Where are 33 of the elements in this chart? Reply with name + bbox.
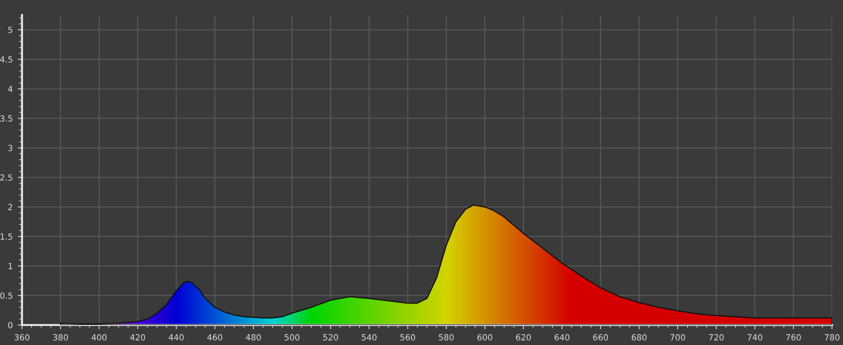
x-tick-label: 520	[323, 334, 338, 340]
y-tick-label: 1.5	[0, 234, 12, 240]
y-tick-label: 3.5	[0, 115, 12, 122]
x-tick-label: 500	[284, 334, 300, 340]
x-tick-label: 360	[14, 334, 30, 340]
x-tick-label: 700	[670, 334, 686, 340]
x-tick-label: 480	[246, 334, 261, 340]
x-tick-label: 560	[400, 334, 416, 340]
x-tick-label: 720	[709, 334, 724, 340]
x-tick-label: 420	[130, 334, 146, 340]
y-tick-label: 5	[8, 26, 12, 34]
x-tick-label: 680	[632, 334, 647, 340]
x-tick-label: 600	[477, 334, 492, 340]
y-tick-label: 2.5	[0, 174, 12, 181]
y-tick-label: 1	[8, 263, 12, 270]
x-tick-label: 400	[92, 334, 107, 340]
x-tick-label: 540	[362, 334, 377, 340]
y-tick-label: 0	[8, 322, 12, 328]
x-tick-label: 760	[786, 334, 801, 340]
x-tick-label: 660	[593, 334, 608, 340]
x-tick-label: 460	[207, 334, 222, 340]
x-tick-label: 380	[53, 334, 68, 340]
x-tick-label: 620	[516, 334, 531, 340]
x-tick-label: 640	[554, 334, 570, 340]
x-tick-label: 580	[438, 334, 454, 340]
x-tick-label: 440	[168, 334, 184, 340]
y-tick-label: 2	[8, 204, 12, 210]
x-tick-label: 780	[824, 334, 840, 340]
y-tick-label: 4.5	[0, 56, 12, 63]
y-tick-label: 3	[8, 144, 12, 152]
y-tick-label: 4	[8, 86, 13, 92]
x-tick-label: 740	[748, 334, 762, 340]
y-tick-label: 0.5	[0, 292, 12, 299]
